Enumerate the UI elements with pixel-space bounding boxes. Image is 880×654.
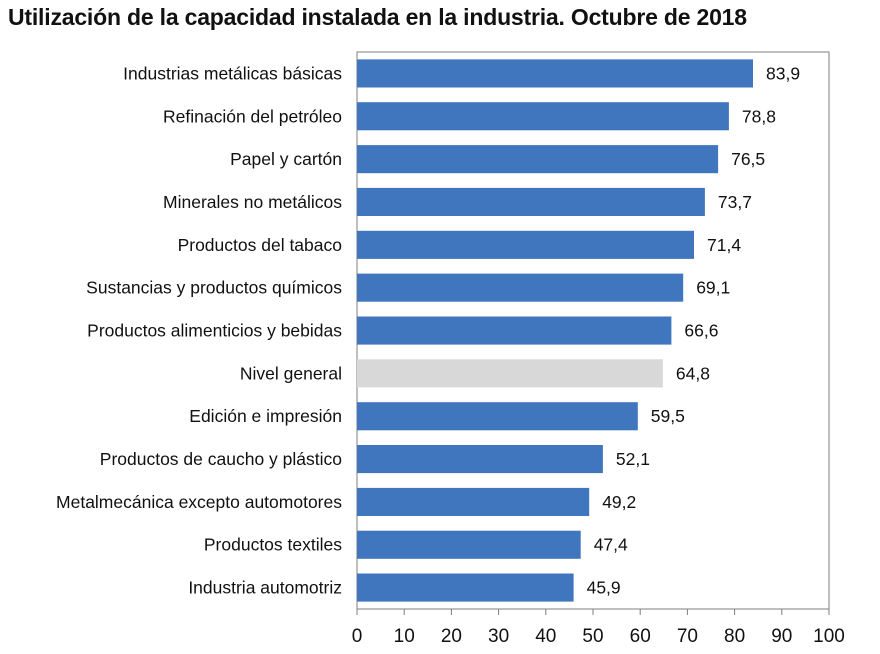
bar-minerales-no-metalicos (357, 187, 705, 216)
value-label-industrias-metalicas-basicas: 83,9 (766, 63, 800, 83)
category-label-metalmecanica-excepto-automotores: Metalmecánica excepto automotores (56, 492, 342, 512)
x-tick-label-90: 90 (771, 626, 792, 647)
value-label-edicion-e-impresion: 59,5 (651, 406, 685, 426)
bar-industria-automotriz (357, 573, 574, 602)
category-labels: Industrias metálicas básicas Refinación d… (56, 63, 342, 597)
x-tick-label-30: 30 (488, 626, 509, 647)
value-label-productos-textiles: 47,4 (594, 535, 628, 555)
x-tick-label-100: 100 (813, 626, 845, 647)
value-label-productos-del-tabaco: 71,4 (707, 235, 741, 255)
value-label-papel-y-carton: 76,5 (731, 149, 765, 169)
category-label-minerales-no-metalicos: Minerales no metálicos (163, 192, 342, 212)
x-tick-label-60: 60 (630, 626, 651, 647)
bar-metalmecanica-excepto-automotores (357, 487, 590, 516)
value-label-sustancias-y-productos-quimicos: 69,1 (696, 278, 730, 298)
x-tick-label-70: 70 (677, 626, 698, 647)
x-axis: 0 10 20 30 40 50 60 70 80 90 100 (352, 608, 845, 647)
category-label-productos-del-tabaco: Productos del tabaco (178, 235, 342, 255)
bar-productos-alimenticios-y-bebidas (357, 316, 672, 345)
bar-refinacion-del-petroleo (357, 102, 729, 131)
value-label-industria-automotriz: 45,9 (587, 578, 621, 598)
value-label-refinacion-del-petroleo: 78,8 (742, 106, 776, 126)
category-label-papel-y-carton: Papel y cartón (230, 149, 342, 169)
category-label-refinacion-del-petroleo: Refinación del petróleo (163, 106, 342, 126)
bar-productos-de-caucho-y-plastico (357, 445, 603, 474)
value-label-metalmecanica-excepto-automotores: 49,2 (602, 492, 636, 512)
bar-edicion-e-impresion (357, 402, 638, 431)
x-tick-label-10: 10 (394, 626, 415, 647)
value-label-nivel-general: 64,8 (676, 363, 710, 383)
x-tick-label-80: 80 (724, 626, 745, 647)
category-label-nivel-general: Nivel general (240, 363, 342, 383)
category-label-industria-automotriz: Industria automotriz (188, 578, 342, 598)
value-labels: 83,9 78,8 76,5 73,7 71,4 69,1 66,6 64,8 59,5 52,1… (587, 63, 800, 597)
bar-industrias-metalicas-basicas (357, 59, 753, 88)
bar-productos-textiles (357, 530, 581, 559)
category-label-sustancias-y-productos-quimicos: Sustancias y productos químicos (86, 278, 342, 298)
category-label-productos-alimenticios-y-bebidas: Productos alimenticios y bebidas (87, 321, 342, 341)
x-tick-label-50: 50 (582, 626, 603, 647)
category-label-productos-de-caucho-y-plastico: Productos de caucho y plástico (100, 449, 342, 469)
bar-productos-del-tabaco (357, 230, 694, 259)
bar-nivel-general (357, 359, 663, 388)
value-label-productos-alimenticios-y-bebidas: 66,6 (684, 321, 718, 341)
category-label-industrias-metalicas-basicas: Industrias metálicas básicas (123, 63, 342, 83)
value-label-minerales-no-metalicos: 73,7 (718, 192, 752, 212)
x-tick-label-0: 0 (352, 626, 363, 647)
value-label-productos-de-caucho-y-plastico: 52,1 (616, 449, 650, 469)
bars-group (357, 59, 753, 602)
x-tick-label-40: 40 (535, 626, 556, 647)
bar-papel-y-carton (357, 145, 719, 174)
category-label-productos-textiles: Productos textiles (204, 535, 342, 555)
chart-title: Utilización de la capacidad instalada en… (8, 4, 747, 30)
x-tick-label-20: 20 (441, 626, 462, 647)
bar-sustancias-y-productos-quimicos (357, 273, 684, 302)
category-label-edicion-e-impresion: Edición e impresión (189, 406, 342, 426)
